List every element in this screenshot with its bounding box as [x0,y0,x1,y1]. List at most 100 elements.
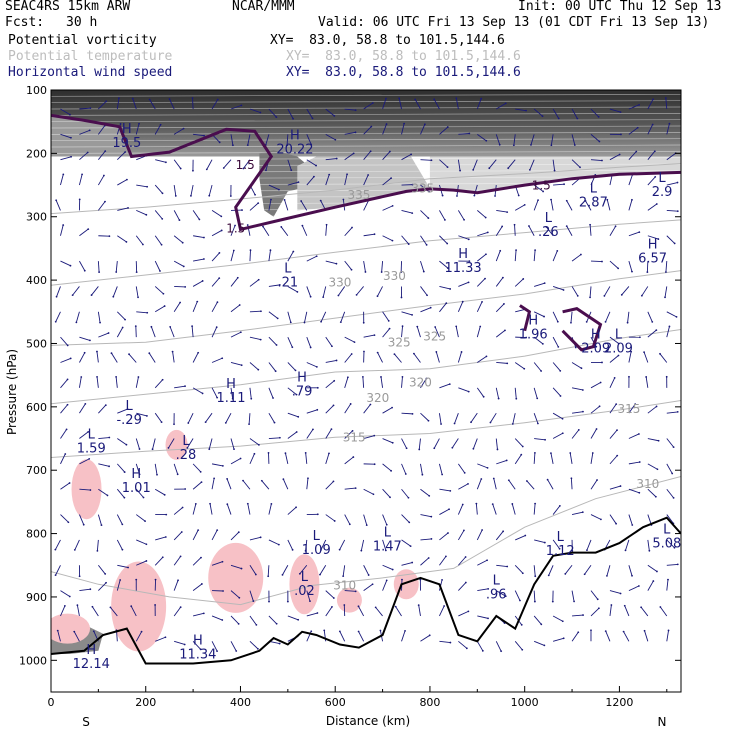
wind-vector [666,209,678,212]
wind-vector-head [218,277,221,280]
wind-vector-head [507,479,510,482]
wind-vector-head [435,351,438,353]
wind-vector-head [626,321,629,324]
wind-vector-head [370,125,373,128]
wind-vector [363,565,370,576]
wind-vector-head [390,177,393,180]
wind-vector-head [224,421,227,424]
wind-vector-head [262,225,264,228]
wind-vector-head [511,503,514,505]
wind-vector [72,286,80,296]
extremum-value: .96 [486,587,507,602]
extremum-kind: L [663,523,671,538]
wind-vector-head [398,97,401,100]
extremum-marker-L: L.21 [277,262,298,291]
wind-vector [60,358,71,363]
wind-vector-head [581,511,584,514]
wind-vector-head [541,342,544,345]
extremum-marker-L: L-.29 [116,399,141,428]
wind-vector [640,606,649,617]
wind-vector [261,480,270,490]
extremum-marker-L: L.96 [486,573,507,602]
wind-vector [439,383,450,389]
wind-vector [132,98,137,110]
wind-vector-head [676,563,679,566]
wind-vector [533,615,542,625]
wind-vector-head [421,473,424,476]
wind-vector-head [98,271,101,273]
wind-vector-head [339,321,342,323]
wind-vector [135,438,140,450]
wind-vector-head [54,548,57,551]
wind-vector-head [335,359,338,362]
wind-vector [439,235,448,244]
wind-vector [340,311,346,323]
wind-vector-head [73,549,76,551]
wind-vector-head [441,579,443,581]
wind-vector [55,565,61,576]
wind-vector-head [190,194,192,197]
wind-vector [287,108,294,119]
wind-vector [438,413,442,425]
wind-vector-head [448,508,450,511]
wind-vector-head [615,522,617,525]
wind-vector [91,286,99,296]
wind-vector-head [468,260,471,263]
wind-vector [643,351,649,363]
wind-vector-head [201,392,204,395]
extremum-marker-L: L1.59 [77,428,106,457]
wind-vector [590,452,594,464]
wind-vector-head [108,465,110,468]
wind-vector [79,514,85,525]
wind-vector [208,438,213,450]
wind-vector-head [391,406,393,409]
wind-vector [571,590,575,602]
wind-vector [116,488,125,498]
wind-vector-head [124,151,127,153]
extremum-marker-H: H20.22 [276,128,313,157]
wind-vector [211,301,218,313]
wind-vector-head [174,195,177,197]
wind-vector [605,630,611,642]
wind-vector-head [203,236,205,239]
wind-vector [344,353,353,363]
wind-vector [624,605,630,617]
wind-vector-head [89,107,92,110]
wind-vector-head [127,207,129,209]
wind-vector-head [472,447,475,450]
wind-vector [363,102,374,110]
pv-contour-label: 1.5 [532,178,551,192]
extremum-kind: L [313,529,321,544]
wind-vector [173,556,181,566]
wind-vector [589,286,592,298]
wind-vector-head [257,368,260,371]
wind-vector [98,564,106,575]
wind-vector-head [125,443,128,446]
wind-vector-head [236,276,239,279]
wind-vector [375,607,383,617]
wind-vector-head [319,573,321,576]
wind-vector [74,539,80,551]
extremum-value: 20.22 [276,142,313,157]
wind-vector [628,104,640,110]
stratosphere-isentrope [51,132,681,135]
wind-vector [211,641,218,652]
wind-vector [173,606,182,617]
wind-vector [325,174,330,186]
wind-vector-head [267,575,270,578]
wind-vector-head [551,600,554,603]
wind-vector [457,504,464,515]
wind-vector [590,159,603,161]
wind-vector [382,488,391,498]
wind-vector-head [445,302,448,305]
wind-vector-head [69,357,72,360]
extremum-marker-L: L.26 [538,211,559,240]
wind-vector [476,387,485,398]
wind-vector-head [218,141,221,144]
wind-vector [590,428,597,439]
wind-vector-head [237,531,240,534]
wind-vector [401,123,405,135]
wind-vector-head [55,295,58,298]
wind-vector [401,412,413,415]
wind-vector [666,235,675,244]
